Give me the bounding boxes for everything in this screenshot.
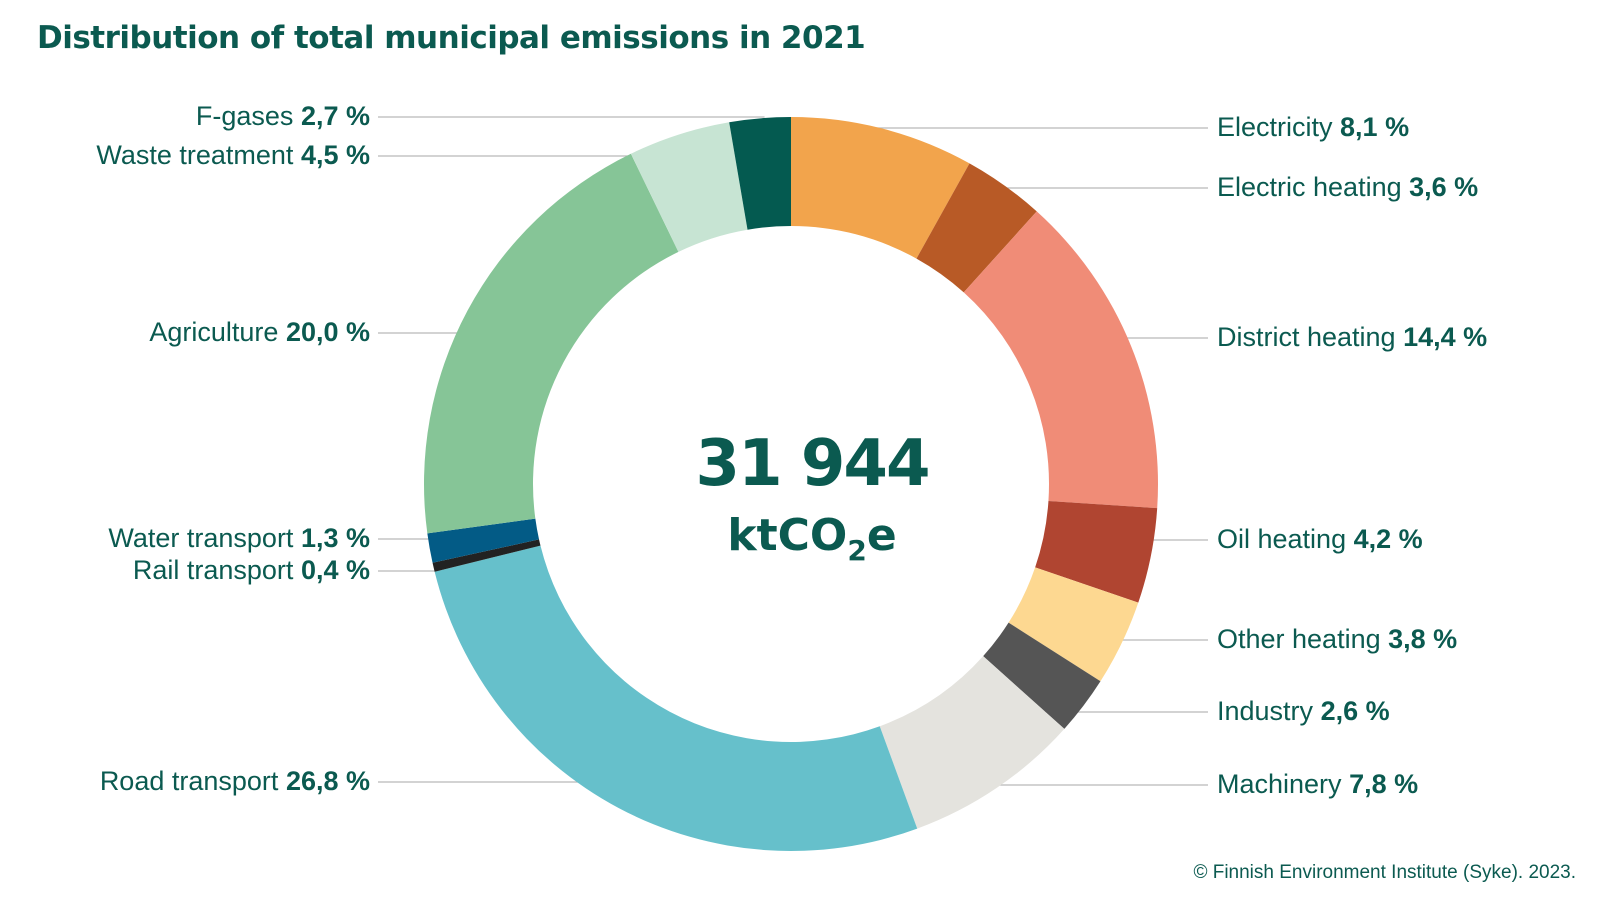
unit-suffix: e [866,510,897,561]
label-f-gases: F-gases 2,7 % [10,103,370,130]
slice-road-transport [434,545,918,851]
label-machinery: Machinery 7,8 % [1217,771,1418,798]
label-percent: 2,6 % [1320,696,1390,726]
label-name: Machinery [1217,769,1342,799]
label-name: Rail transport [132,555,294,585]
label-electric-heating: Electric heating 3,6 % [1217,174,1478,201]
label-name: Agriculture [149,317,279,347]
label-name: Road transport [99,766,279,796]
label-industry: Industry 2,6 % [1217,698,1390,725]
label-waste-treatment: Waste treatment 4,5 % [10,142,370,169]
label-rail-transport: Rail transport 0,4 % [10,557,370,584]
slice-rail-transport [432,539,541,572]
label-oil-heating: Oil heating 4,2 % [1217,526,1423,553]
label-percent: 4,2 % [1353,524,1423,554]
label-electricity: Electricity 8,1 % [1217,114,1409,141]
slice-machinery [879,656,1065,829]
label-percent: 2,7 % [300,101,370,131]
unit-subscript: 2 [847,534,867,567]
label-water-transport: Water transport 1,3 % [10,525,370,552]
slice-electric-heating [916,163,1037,293]
label-percent: 26,8 % [285,766,370,796]
copyright: © Finnish Environment Institute (Syke). … [1193,862,1576,883]
chart-title: Distribution of total municipal emission… [37,20,866,56]
label-name: District heating [1217,322,1396,352]
slice-f-gases [729,117,791,230]
unit-prefix: ktCO [727,510,848,561]
label-name: Electric heating [1217,172,1402,202]
slice-electricity [791,117,970,259]
label-road-transport: Road transport 26,8 % [10,768,370,795]
label-percent: 1,3 % [300,523,370,553]
center-unit: ktCO2e [690,514,934,565]
label-percent: 7,8 % [1349,769,1419,799]
label-name: F-gases [195,101,294,131]
slice-agriculture [424,153,679,534]
slice-district-heating [963,211,1158,509]
slice-water-transport [427,518,540,563]
label-name: Oil heating [1217,524,1347,554]
slice-other-heating [1008,567,1139,682]
label-name: Electricity [1217,112,1333,142]
label-name: Waste treatment [96,140,294,170]
label-percent: 4,5 % [300,140,370,170]
label-percent: 3,8 % [1388,624,1458,654]
label-other-heating: Other heating 3,8 % [1217,626,1457,653]
label-percent: 14,4 % [1403,322,1488,352]
label-name: Water transport [108,523,294,553]
center-total: 31 944 [695,427,931,501]
label-percent: 0,4 % [300,555,370,585]
label-name: Other heating [1217,624,1381,654]
label-district-heating: District heating 14,4 % [1217,324,1487,351]
slice-oil-heating [1035,500,1158,603]
slice-waste-treatment [630,122,748,252]
label-agriculture: Agriculture 20,0 % [10,319,370,346]
label-percent: 3,6 % [1409,172,1479,202]
label-percent: 8,1 % [1340,112,1410,142]
label-name: Industry [1217,696,1314,726]
slice-industry [983,622,1101,729]
label-percent: 20,0 % [285,317,370,347]
